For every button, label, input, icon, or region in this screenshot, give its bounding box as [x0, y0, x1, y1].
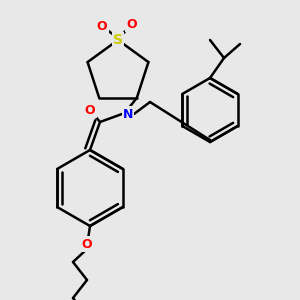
Text: N: N	[123, 107, 133, 121]
Text: O: O	[82, 238, 92, 250]
Text: S: S	[113, 33, 123, 47]
Text: O: O	[127, 17, 137, 31]
Text: O: O	[85, 103, 95, 116]
Text: O: O	[97, 20, 107, 32]
